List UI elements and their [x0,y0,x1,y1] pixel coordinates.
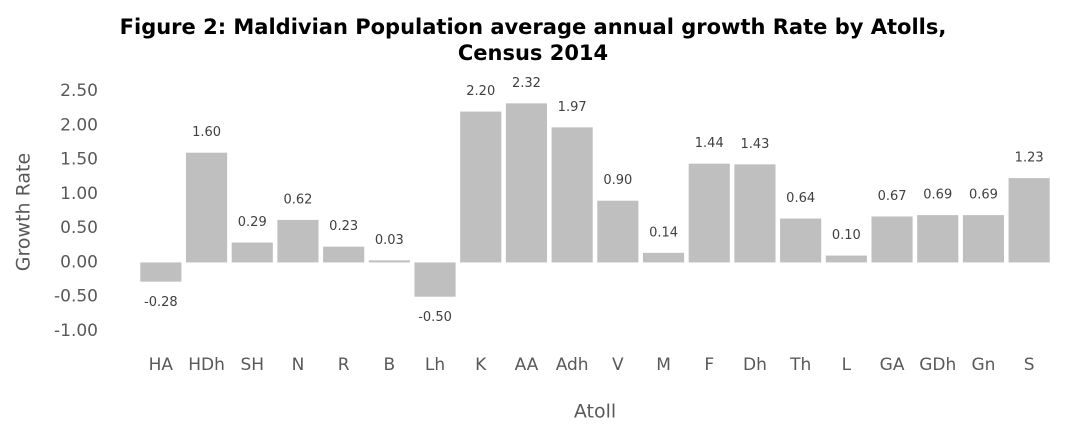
x-tick-label: K [475,355,487,375]
bar [1008,178,1050,263]
x-tick-label: GDh [919,355,956,375]
x-tick-label: R [338,355,350,375]
bar [780,218,822,263]
data-label: 0.10 [832,228,861,243]
x-tick-label: B [384,355,396,375]
bar [505,103,548,263]
bar [871,216,913,263]
x-tick-label: M [656,355,671,375]
x-tick-label: HDh [188,355,225,375]
y-tick-label: 1.50 [60,150,98,170]
chart-title: Figure 2: Maldivian Population average a… [119,15,947,65]
data-label: 1.97 [558,100,587,115]
x-tick-label: Gn [971,355,995,375]
bar [231,242,273,263]
data-label: -0.28 [144,295,178,310]
data-label: 0.23 [329,219,358,234]
data-label: -0.50 [418,310,452,325]
data-label: 0.03 [375,233,404,248]
y-tick-label: -0.50 [54,287,98,307]
data-label: 0.62 [283,192,312,207]
x-tick-label: F [704,355,714,375]
data-label: 1.23 [1015,151,1044,166]
bar [323,246,365,263]
data-label: 0.67 [878,189,907,204]
bar [460,111,502,263]
data-label: 0.69 [923,188,952,203]
y-tick-label: -1.00 [54,321,98,341]
x-tick-label: GA [880,355,905,375]
bar [185,152,228,263]
bar [414,262,456,297]
data-label: 0.90 [603,173,632,188]
bar [734,164,776,263]
data-label: 1.44 [695,136,724,151]
x-tick-label: SH [240,355,264,375]
bar [688,163,730,263]
x-tick-label: Lh [425,355,445,375]
bar [277,219,319,263]
bar [368,260,410,263]
data-label: 2.20 [466,84,495,99]
y-tick-label: 2.50 [60,81,98,101]
bar [551,127,593,263]
x-tick-label: Adh [556,355,589,375]
bar [642,252,685,263]
data-label: 2.32 [512,76,541,91]
bar [962,215,1005,263]
y-tick-label: 0.50 [60,218,98,238]
y-axis-label: Growth Rate [13,153,35,271]
data-label: 0.29 [238,215,267,230]
data-label: 1.60 [192,125,221,140]
y-tick-label: 2.00 [60,115,98,135]
x-tick-label: S [1024,355,1035,375]
y-tick-label: 0.00 [60,252,98,272]
x-tick-label: HA [149,355,174,375]
x-tick-label: N [292,355,305,375]
data-label: 0.14 [649,225,678,240]
data-label: 1.43 [740,137,769,152]
x-tick-label: L [842,355,852,375]
x-tick-label: Dh [743,355,767,375]
x-tick-label: V [612,355,624,375]
bar [597,200,639,263]
data-label: 0.69 [969,188,998,203]
x-tick-label: AA [515,355,539,375]
bar [917,215,959,263]
bar [140,262,182,282]
bar [825,255,867,263]
y-tick-label: 1.00 [60,184,98,204]
x-axis-label: Atoll [574,401,616,423]
data-label: 0.64 [786,191,815,206]
x-tick-label: Th [789,355,811,375]
